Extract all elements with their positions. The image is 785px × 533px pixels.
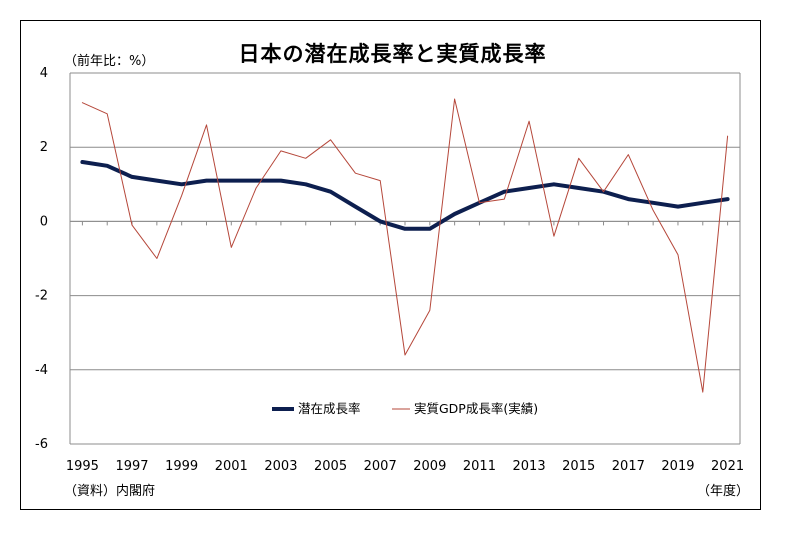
x-tick-label: 2001 bbox=[215, 459, 248, 474]
x-tick-label: 2005 bbox=[314, 459, 347, 474]
y-axis-unit-label: （前年比：%） bbox=[64, 54, 155, 69]
y-tick-label: 2 bbox=[40, 140, 48, 155]
source-note: （資料）内閣府 bbox=[64, 484, 156, 499]
chart-frame bbox=[20, 20, 761, 510]
x-tick-label: 2009 bbox=[413, 459, 446, 474]
y-tick-label: -2 bbox=[35, 289, 48, 304]
x-tick-label: 2011 bbox=[463, 459, 496, 474]
x-tick-label: 2013 bbox=[513, 459, 546, 474]
x-tick-label: 2019 bbox=[661, 459, 694, 474]
x-tick-label: 2021 bbox=[711, 459, 744, 474]
x-tick-label: 1999 bbox=[165, 459, 198, 474]
y-tick-label: 0 bbox=[40, 214, 48, 229]
x-tick-label: 2015 bbox=[562, 459, 595, 474]
legend-label: 実質GDP成長率(実績) bbox=[414, 401, 538, 416]
x-tick-label: 2003 bbox=[264, 459, 297, 474]
x-tick-label: 2017 bbox=[612, 459, 645, 474]
series-line-real-gdp-growth bbox=[81, 98, 729, 393]
x-tick-label: 1995 bbox=[66, 459, 99, 474]
x-tick-label: 2007 bbox=[364, 459, 397, 474]
x-axis-unit-label: （年度） bbox=[697, 484, 750, 499]
chart-title: 日本の潜在成長率と実質成長率 bbox=[238, 42, 547, 66]
y-tick-label: -6 bbox=[35, 437, 48, 452]
x-tick-label: 1997 bbox=[115, 459, 148, 474]
legend-label: 潜在成長率 bbox=[298, 401, 361, 416]
y-tick-label: 4 bbox=[40, 66, 48, 81]
series-line-potential-growth bbox=[80, 160, 730, 231]
y-tick-label: -4 bbox=[35, 363, 48, 378]
